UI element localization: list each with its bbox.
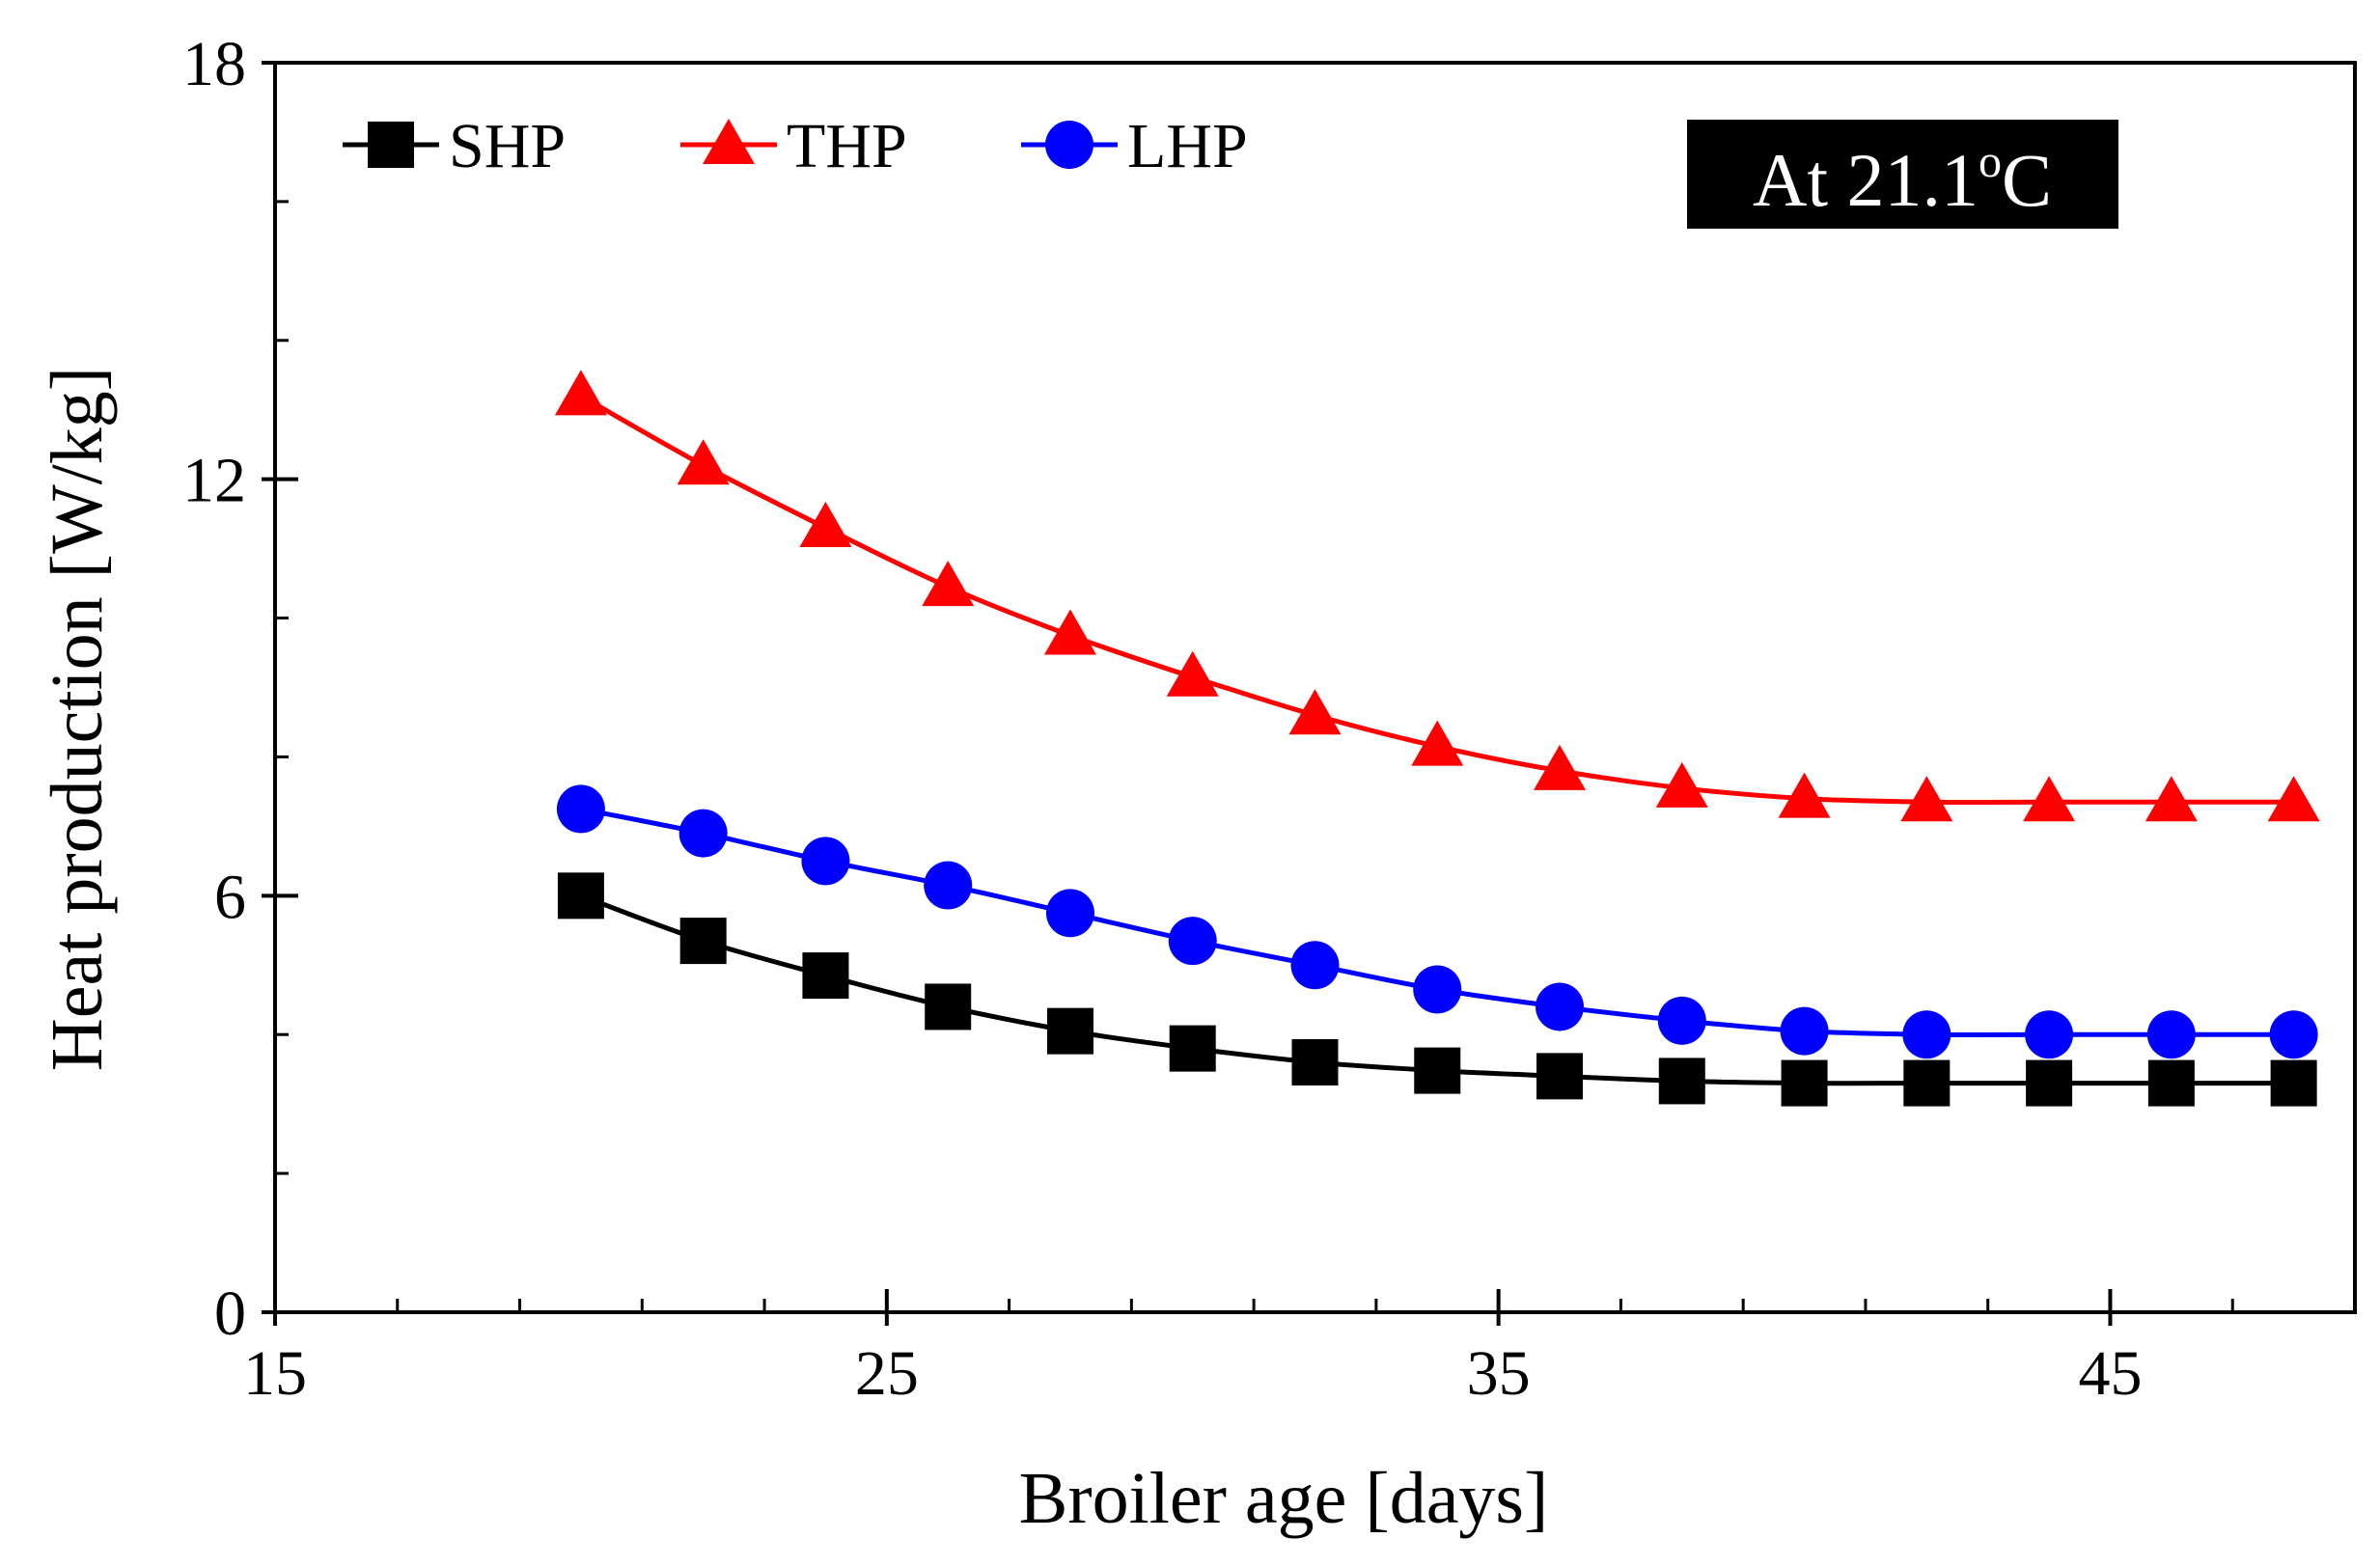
data-point-shp: [557, 872, 604, 920]
data-point-lhp: [1290, 941, 1340, 990]
legend-item-lhp: LHP: [1021, 111, 1248, 181]
y-axis-title: Heat production [W/kg]: [37, 367, 118, 1071]
data-point-lhp: [1413, 965, 1462, 1014]
x-tick-label: 25: [855, 1338, 919, 1409]
data-point-shp: [925, 983, 972, 1030]
data-point-lhp: [1780, 1006, 1829, 1056]
data-point-shp: [1046, 1007, 1093, 1055]
data-point-shp: [1781, 1059, 1828, 1107]
data-point-shp: [1414, 1047, 1461, 1094]
data-point-thp: [2023, 776, 2076, 822]
legend-item-shp: SHP: [343, 111, 566, 181]
data-point-thp: [1411, 720, 1464, 766]
legend: SHP THP LHP: [343, 111, 1248, 181]
data-point-thp: [1166, 650, 1219, 697]
data-point-thp: [677, 439, 730, 485]
y-tick-label: 18: [182, 29, 246, 99]
data-point-shp: [1658, 1058, 1705, 1105]
legend-label-thp: THP: [787, 111, 907, 181]
data-point-lhp: [556, 784, 605, 834]
tick-labels: 15 25 35 45 0 6 12 18: [182, 29, 2142, 1409]
data-point-lhp: [2025, 1010, 2074, 1059]
data-point-shp: [802, 952, 849, 1000]
data-point-lhp: [2269, 1010, 2318, 1059]
plot-frame: [273, 61, 2357, 1314]
data-point-thp: [2267, 776, 2320, 822]
data-point-shp: [1536, 1053, 1584, 1100]
legend-item-thp: THP: [680, 111, 907, 181]
data-point-shp: [1291, 1039, 1339, 1085]
data-point-shp: [2147, 1059, 2195, 1107]
series-lhp: [556, 784, 2318, 1059]
y-tick-label: 6: [214, 862, 246, 932]
legend-label-lhp: LHP: [1127, 111, 1248, 181]
y-tick-label: 12: [182, 446, 246, 516]
series-shp: [557, 872, 2317, 1107]
data-point-shp: [2026, 1059, 2073, 1107]
x-tick-label: 15: [243, 1338, 307, 1409]
x-tick-label: 45: [2078, 1338, 2142, 1409]
data-point-lhp: [2146, 1010, 2196, 1059]
data-point-lhp: [1045, 889, 1094, 938]
data-point-thp: [1778, 772, 1831, 818]
series-layer: [554, 370, 2320, 1107]
data-point-thp: [1655, 761, 1708, 808]
data-point-lhp: [678, 809, 728, 858]
legend-marker-lhp: [1045, 121, 1093, 169]
annotation-background: [1687, 120, 2118, 229]
data-point-thp: [799, 502, 852, 548]
y-tick-label: 0: [214, 1278, 246, 1349]
data-point-lhp: [1168, 917, 1217, 966]
data-point-thp: [1043, 609, 1096, 655]
annotation-badge: At 21.1oC: [1687, 120, 2118, 229]
data-point-shp: [1903, 1059, 1951, 1107]
minor-ticks: [273, 61, 2357, 1314]
data-point-lhp: [1536, 982, 1585, 1031]
annotation-text: At 21.1oC: [1753, 136, 2052, 222]
data-point-shp: [679, 918, 727, 965]
x-tick-label: 35: [1467, 1338, 1531, 1409]
data-point-thp: [922, 561, 975, 607]
data-point-shp: [1169, 1025, 1216, 1072]
major-ticks: [262, 61, 2113, 1326]
legend-marker-shp: [368, 122, 414, 168]
data-point-thp: [1288, 689, 1342, 735]
data-point-thp: [2145, 776, 2198, 822]
data-point-thp: [554, 370, 607, 416]
legend-label-shp: SHP: [449, 111, 566, 181]
data-point-thp: [1900, 776, 1953, 822]
legend-marker-thp: [703, 119, 755, 164]
series-thp: [554, 370, 2320, 822]
data-point-lhp: [924, 861, 973, 910]
data-point-lhp: [1902, 1010, 1951, 1059]
data-point-shp: [2270, 1059, 2317, 1107]
x-axis-title: Broiler age [days]: [1019, 1458, 1549, 1539]
data-point-lhp: [1657, 996, 1706, 1045]
data-point-lhp: [801, 837, 850, 886]
data-point-thp: [1534, 744, 1587, 790]
